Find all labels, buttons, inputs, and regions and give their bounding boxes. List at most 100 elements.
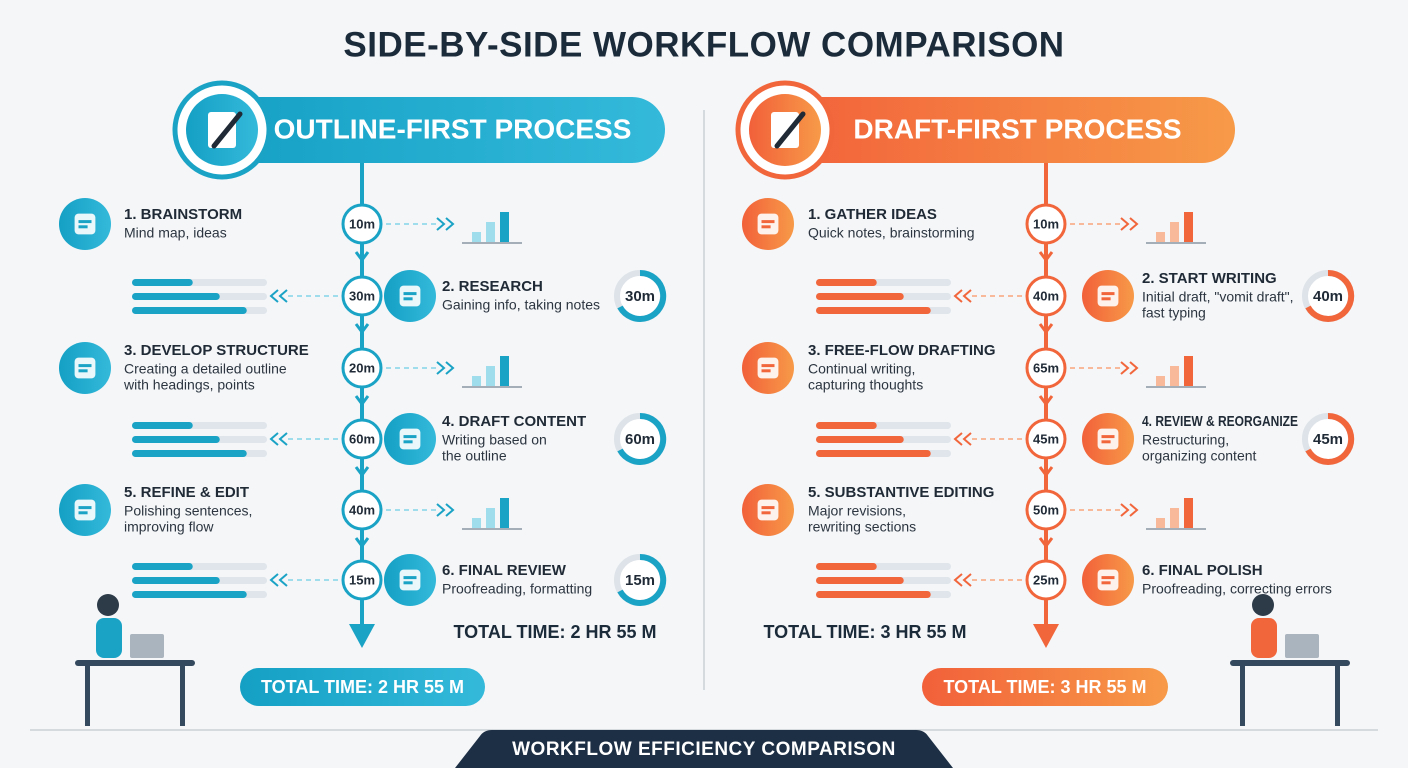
person-head — [97, 594, 119, 616]
deco-bar — [816, 422, 877, 429]
connector-arrow — [953, 573, 972, 587]
step-icon-glyph — [757, 499, 779, 521]
step-desc: Initial draft, "vomit draft", — [1142, 289, 1294, 305]
step-title: 4. REVIEW & REORGANIZE — [1142, 413, 1298, 430]
timeline-chevron — [354, 466, 370, 478]
timeline-chevron — [1038, 466, 1054, 478]
deco-chart-bar — [1184, 498, 1193, 528]
page-title: SIDE-BY-SIDE WORKFLOW COMPARISON — [343, 25, 1064, 64]
step-title: 6. FINAL POLISH — [1142, 562, 1263, 579]
connector-arrow — [1120, 217, 1139, 231]
ring-label: 60m — [625, 431, 655, 448]
step-title: 1. GATHER IDEAS — [808, 206, 937, 223]
time-label: 45m — [1033, 431, 1059, 446]
step-title: 2. START WRITING — [1142, 270, 1277, 287]
timeline-arrow — [1033, 624, 1059, 648]
deco-bar — [132, 307, 247, 314]
step-icon-glyph — [78, 364, 92, 368]
time-label: 15m — [349, 572, 375, 587]
deco-chart-bar — [472, 232, 481, 242]
step-title: 2. RESEARCH — [442, 278, 543, 295]
step-desc: Restructuring, — [1142, 432, 1229, 448]
timeline-chevron — [1038, 251, 1054, 263]
deco-chart-bar — [1170, 222, 1179, 242]
timeline-chevron — [1038, 537, 1054, 549]
step-icon-glyph — [1101, 297, 1111, 301]
timeline-chevron — [1038, 395, 1054, 407]
step-icon-glyph — [1101, 440, 1111, 444]
time-node — [1025, 418, 1067, 460]
ring-arc — [1305, 269, 1355, 322]
deco-bar — [816, 563, 877, 570]
time-node — [341, 275, 383, 317]
header-icon-glyph — [771, 112, 799, 148]
ring-label: 30m — [625, 288, 655, 305]
ring-label: 40m — [1313, 288, 1343, 305]
step-icon-glyph — [78, 220, 92, 224]
ring-arc — [617, 269, 667, 322]
step-icon-glyph — [761, 225, 771, 229]
step-icon-glyph — [403, 440, 413, 444]
time-node — [341, 489, 383, 531]
footer-tab — [455, 730, 953, 768]
header-pill — [770, 97, 1235, 163]
deco-bar — [132, 450, 247, 457]
step-desc: the outline — [442, 448, 507, 464]
connector-arrow — [436, 361, 455, 375]
deco-bar — [816, 591, 931, 598]
deco-bar — [132, 577, 220, 584]
deco-bar — [132, 436, 220, 443]
step-desc: Creating a detailed outline — [124, 361, 287, 377]
desk-leg — [1335, 666, 1340, 726]
time-label: 60m — [349, 431, 375, 446]
deco-bar — [816, 307, 931, 314]
header-icon-pen — [211, 111, 243, 149]
desk-leg — [180, 666, 185, 726]
deco-chart-bar — [1184, 356, 1193, 386]
footer-label: WORKFLOW EFFICIENCY COMPARISON — [512, 739, 896, 760]
step-desc: improving flow — [124, 519, 214, 535]
time-node — [1025, 275, 1067, 317]
time-label: 50m — [1033, 502, 1059, 517]
desk-leg — [1240, 666, 1245, 726]
ring-arc — [1305, 412, 1355, 465]
desk — [75, 660, 195, 666]
time-node — [341, 203, 383, 245]
total-badge-label: TOTAL TIME: 2 HR 55 M — [261, 677, 464, 697]
deco-chart-bar — [486, 366, 495, 386]
step-icon-glyph — [761, 220, 775, 224]
time-label: 10m — [349, 216, 375, 231]
total-badge-label: TOTAL TIME: 3 HR 55 M — [943, 677, 1146, 697]
deco-bar — [816, 450, 931, 457]
step-icon-glyph — [1101, 581, 1111, 585]
connector-arrow — [269, 432, 288, 446]
time-node — [1025, 203, 1067, 245]
person-head — [1252, 594, 1274, 616]
step-icon-glyph — [1097, 285, 1119, 307]
time-node — [1025, 347, 1067, 389]
deco-chart-bar — [472, 518, 481, 528]
deco-bar — [816, 279, 877, 286]
step-icon-glyph — [403, 435, 417, 439]
connector-arrow — [436, 217, 455, 231]
deco-bar — [132, 293, 220, 300]
time-label: 40m — [349, 502, 375, 517]
step-icon-glyph — [403, 292, 417, 296]
person-body — [1251, 618, 1277, 658]
connector-arrow — [269, 289, 288, 303]
step-desc: Proofreading, formatting — [442, 581, 592, 597]
step-icon-glyph — [74, 213, 96, 235]
step-desc: capturing thoughts — [808, 377, 923, 393]
ring-arc — [617, 553, 667, 606]
deco-bar — [816, 293, 904, 300]
connector-arrow — [953, 289, 972, 303]
total-time: TOTAL TIME: 3 HR 55 M — [763, 622, 966, 642]
time-label: 10m — [1033, 216, 1059, 231]
deco-chart-bar — [500, 498, 509, 528]
deco-bar — [132, 279, 193, 286]
time-node — [341, 559, 383, 601]
time-label: 30m — [349, 288, 375, 303]
step-desc: with headings, points — [123, 377, 255, 393]
desk — [1230, 660, 1350, 666]
timeline-chevron — [354, 395, 370, 407]
